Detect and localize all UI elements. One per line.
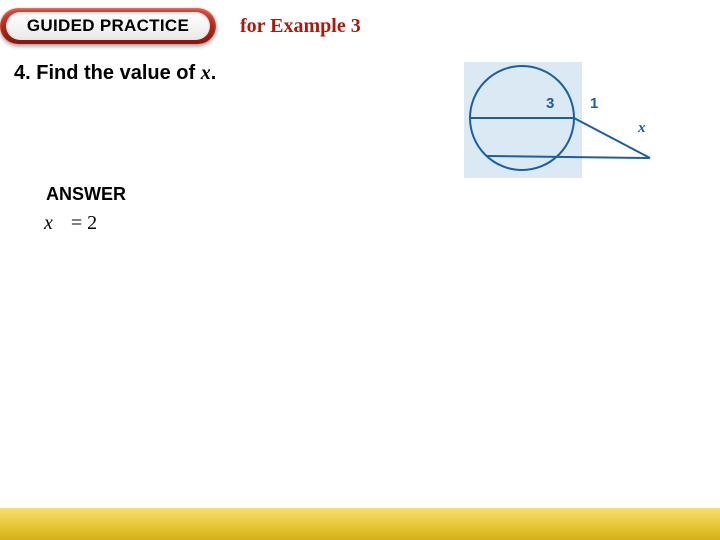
- bottom-gold-bar: [0, 508, 720, 540]
- diagram-label-1: 1: [590, 95, 598, 112]
- guided-practice-badge: GUIDED PRACTICE: [0, 8, 216, 44]
- question-variable: x: [201, 62, 211, 84]
- answer-value: x = 2: [44, 212, 97, 235]
- header-row: GUIDED PRACTICE for Example 3: [0, 8, 361, 44]
- geometry-diagram: 3 1 x: [450, 60, 660, 190]
- diagram-svg: 3 1 x: [450, 60, 660, 190]
- answer-label: ANSWER: [44, 184, 128, 205]
- for-example-label: for Example 3: [240, 15, 361, 38]
- answer-variable: x: [44, 212, 53, 234]
- answer-equals: = 2: [71, 212, 97, 234]
- badge-inner-pill: GUIDED PRACTICE: [6, 12, 210, 40]
- question-suffix: .: [211, 62, 217, 84]
- question-prefix: Find the value of: [36, 62, 195, 84]
- question-text: 4. Find the value of x.: [14, 62, 216, 85]
- badge-text: GUIDED PRACTICE: [27, 16, 189, 36]
- diagram-label-3: 3: [546, 95, 554, 112]
- diagram-bg: [464, 62, 582, 178]
- diagram-label-x: x: [637, 120, 646, 136]
- question-number: 4.: [14, 62, 31, 84]
